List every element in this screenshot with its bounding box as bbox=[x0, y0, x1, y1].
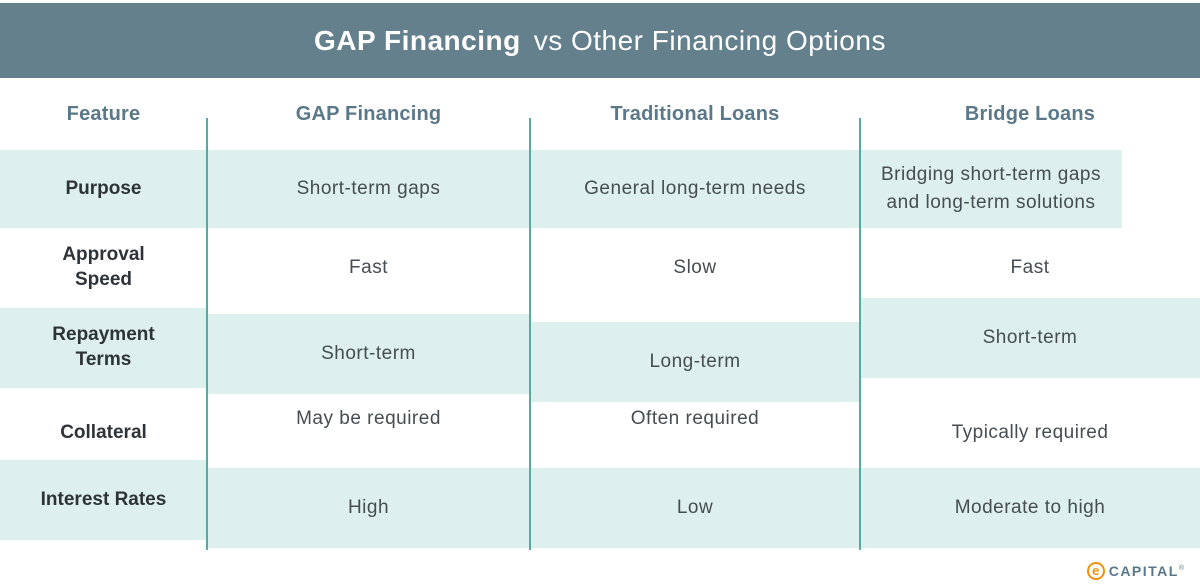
cell-purpose-traditional: General long-term needs bbox=[530, 150, 860, 228]
cell-repayment-traditional: Long-term bbox=[530, 322, 860, 402]
cell-collateral-bridge: Typically required bbox=[951, 422, 1109, 444]
column-header-gap-financing: GAP Financing bbox=[295, 102, 442, 125]
row-repayment-terms-label: Repayment Terms bbox=[0, 308, 207, 388]
page-title-rest: vs Other Financing Options bbox=[533, 24, 886, 56]
row-approval-speed-label: Approval Speed bbox=[62, 244, 145, 290]
ecapital-e-icon: e bbox=[1086, 562, 1105, 580]
cell-interest-traditional: Low bbox=[530, 468, 860, 548]
column-divider-1 bbox=[206, 118, 208, 550]
cell-interest-gap: High bbox=[207, 468, 530, 548]
cell-approval-gap: Fast bbox=[349, 257, 388, 279]
cell-purpose-bridge: Bridging short-term gaps and long-term s… bbox=[860, 150, 1122, 228]
cell-collateral-traditional: Often required bbox=[630, 408, 760, 430]
cell-approval-traditional: Slow bbox=[673, 257, 717, 279]
cell-interest-bridge: Moderate to high bbox=[860, 468, 1200, 548]
page-title: GAP Financing vs Other Financing Options bbox=[314, 25, 886, 57]
comparison-table: Feature GAP Financing Traditional Loans … bbox=[0, 78, 1200, 548]
page-title-highlight: GAP Financing bbox=[314, 24, 521, 56]
ecapital-logo: e CAPITAL ® bbox=[1086, 562, 1184, 580]
column-divider-2 bbox=[529, 118, 531, 550]
row-collateral-label: Collateral bbox=[60, 421, 147, 443]
column-divider-3 bbox=[859, 118, 861, 550]
title-banner: GAP Financing vs Other Financing Options bbox=[0, 3, 1200, 78]
registered-trademark-mark: ® bbox=[1178, 565, 1184, 572]
cell-repayment-bridge: Short-term bbox=[860, 298, 1200, 378]
cell-repayment-gap: Short-term bbox=[207, 314, 530, 394]
column-header-traditional-loans: Traditional Loans bbox=[610, 102, 780, 125]
row-purpose-label: Purpose bbox=[0, 150, 207, 228]
cell-purpose-gap: Short-term gaps bbox=[207, 150, 530, 228]
row-interest-rates-label: Interest Rates bbox=[0, 460, 207, 540]
column-header-feature: Feature bbox=[66, 102, 141, 125]
cell-approval-bridge: Fast bbox=[1010, 257, 1050, 279]
cell-collateral-gap: May be required bbox=[296, 408, 441, 430]
column-header-bridge-loans: Bridge Loans bbox=[964, 102, 1096, 125]
ecapital-wordmark: CAPITAL bbox=[1108, 563, 1179, 579]
